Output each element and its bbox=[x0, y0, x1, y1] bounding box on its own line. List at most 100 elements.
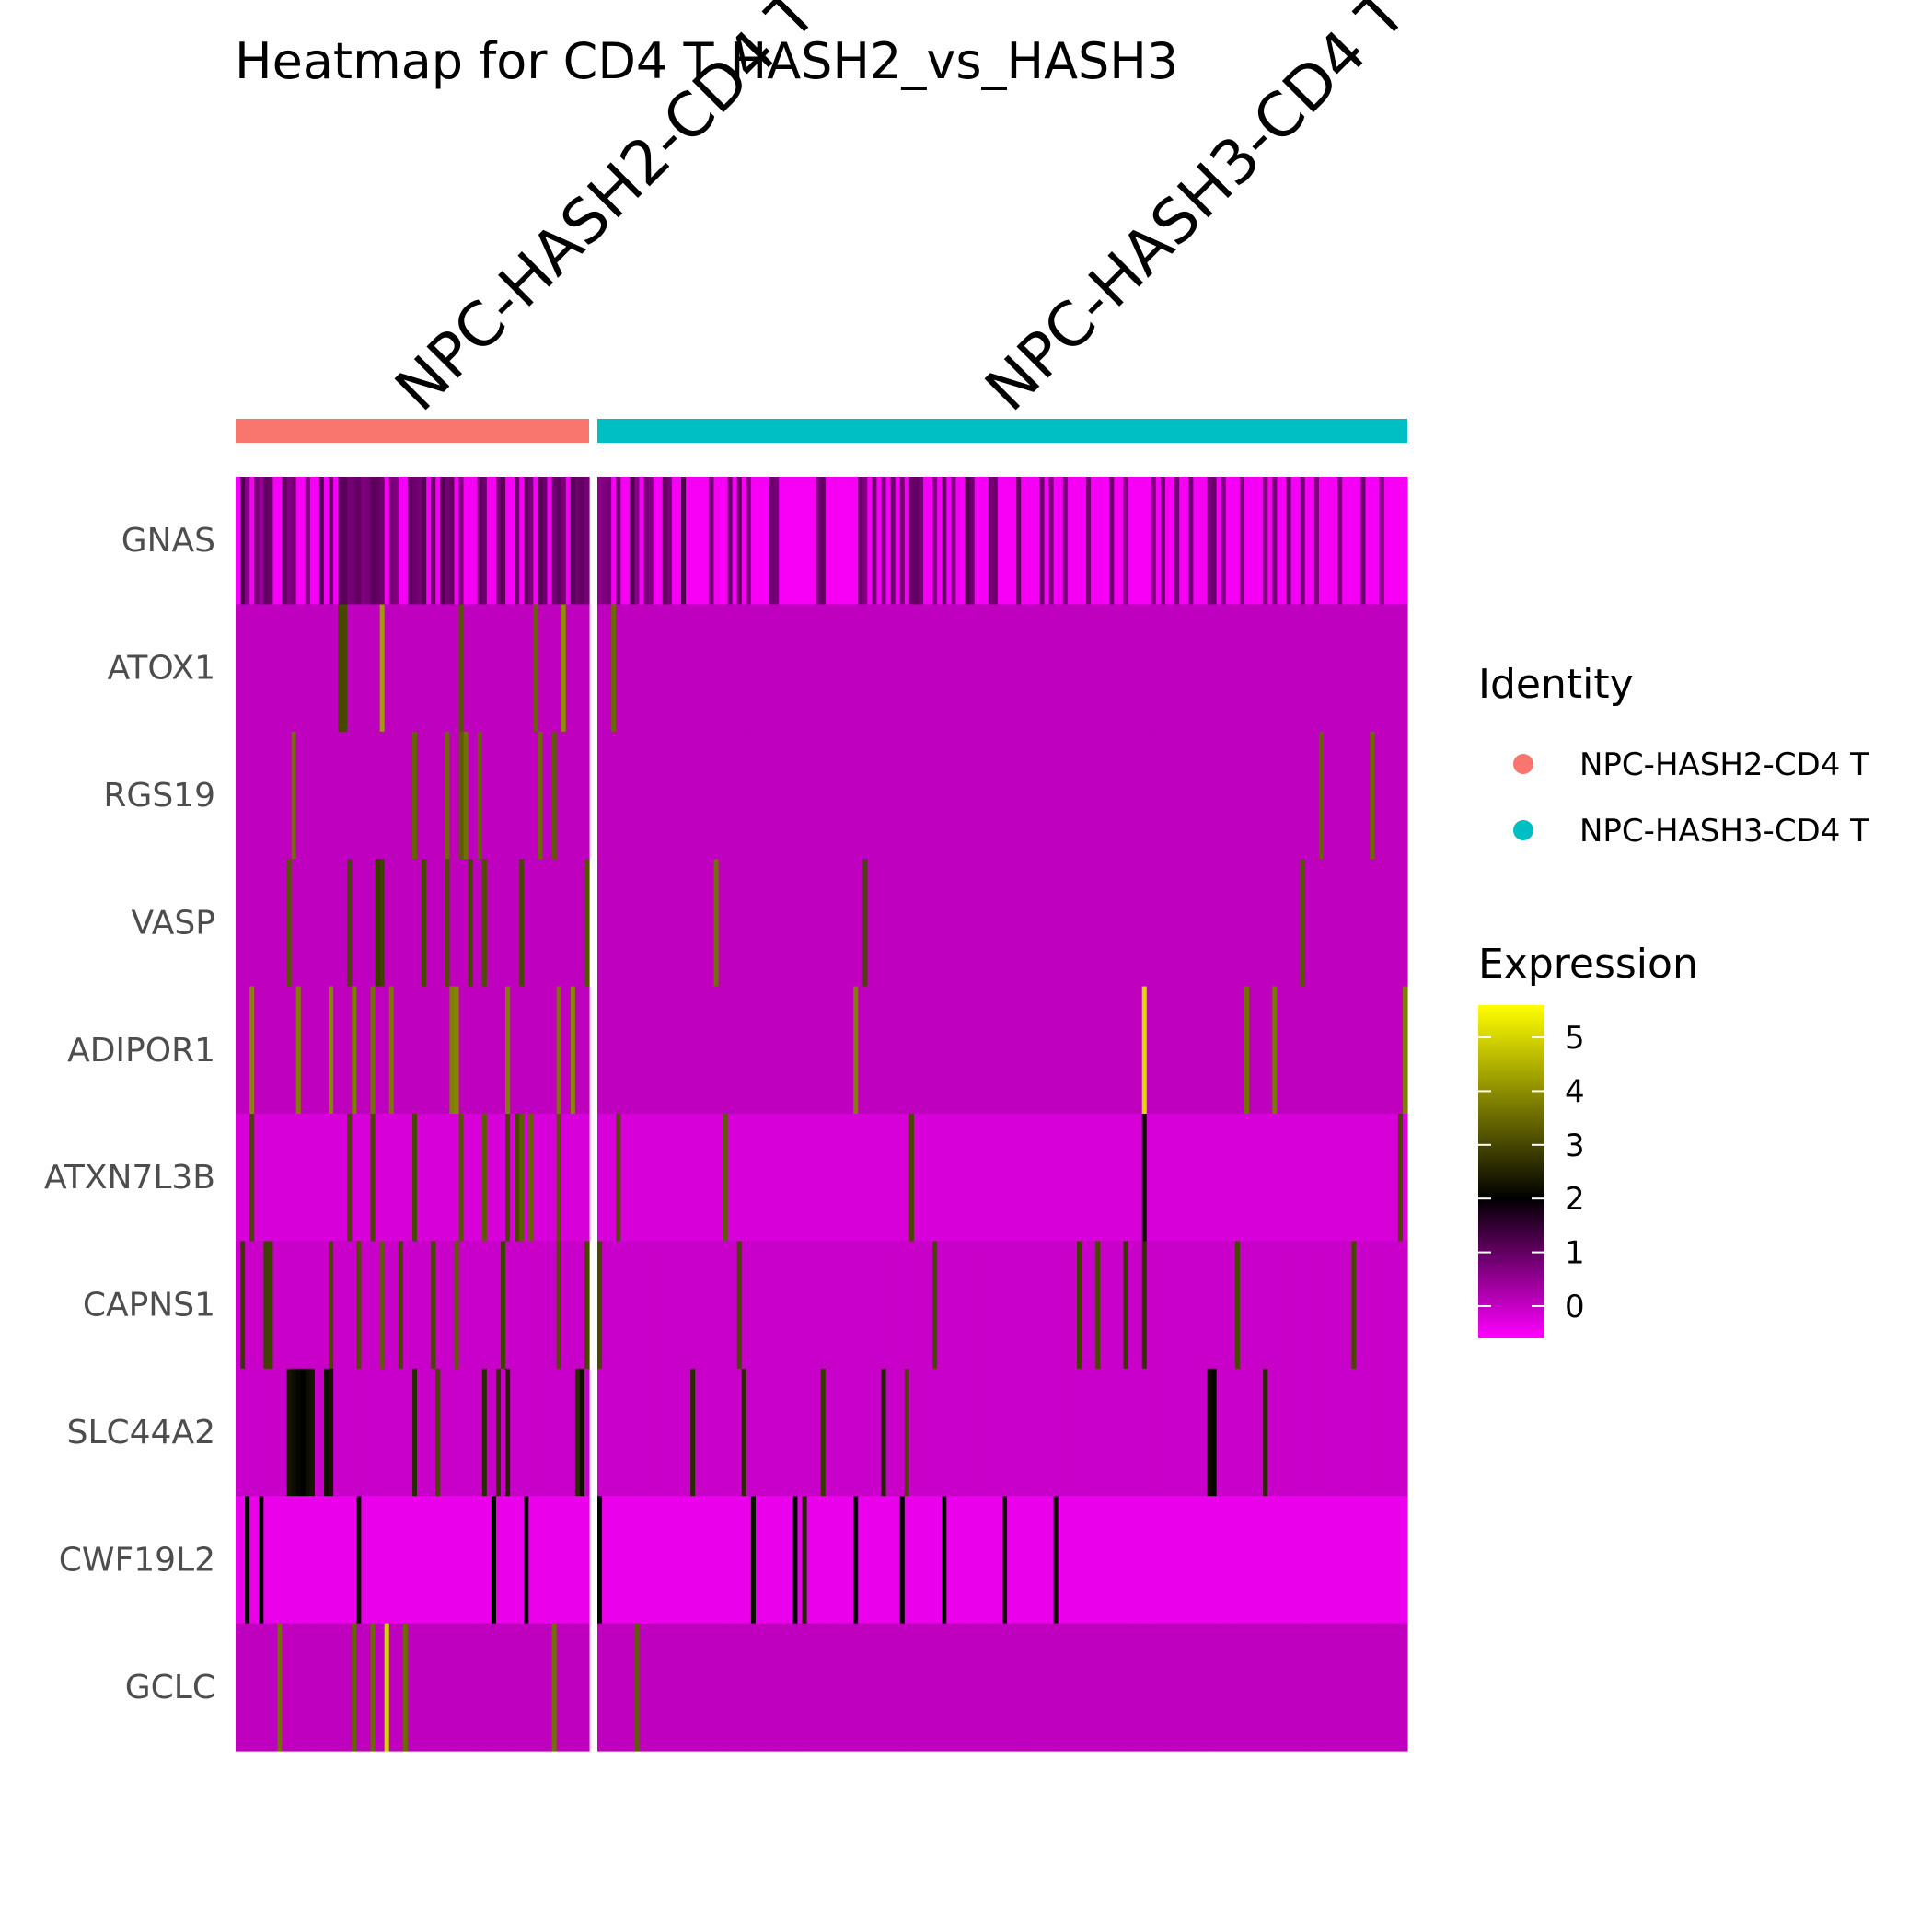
heatmap-cell bbox=[463, 477, 469, 605]
heatmap-cell bbox=[524, 1368, 529, 1497]
heatmap-cell bbox=[574, 1241, 581, 1370]
heatmap-cell bbox=[556, 477, 562, 605]
heatmap-cell bbox=[1379, 986, 1385, 1115]
heatmap-cell bbox=[426, 1496, 432, 1625]
heatmap-cell bbox=[602, 1496, 607, 1625]
heatmap-cell bbox=[402, 1623, 409, 1752]
heatmap-cell bbox=[1323, 1241, 1329, 1370]
heatmap-cell bbox=[1207, 1114, 1213, 1242]
heatmap-cell bbox=[1295, 1241, 1301, 1370]
heatmap-cell bbox=[295, 1114, 302, 1242]
heatmap-cell bbox=[1123, 477, 1129, 605]
heatmap-cell bbox=[1254, 604, 1259, 733]
heatmap-cell bbox=[820, 731, 827, 860]
heatmap-cell bbox=[370, 1623, 376, 1752]
heatmap-cell bbox=[1286, 1241, 1292, 1370]
heatmap-cell bbox=[1170, 731, 1175, 860]
heatmap-cell bbox=[1170, 1368, 1175, 1497]
heatmap-cell bbox=[1304, 604, 1311, 733]
heatmap-cell bbox=[277, 859, 283, 988]
heatmap-cell bbox=[1286, 1114, 1292, 1242]
heatmap-cell bbox=[318, 477, 325, 605]
heatmap-cell bbox=[398, 1241, 404, 1370]
heatmap-cell bbox=[1118, 1496, 1125, 1625]
heatmap-cell bbox=[1193, 1114, 1199, 1242]
heatmap-cell bbox=[458, 1496, 465, 1625]
heatmap-cell bbox=[849, 986, 854, 1115]
heatmap-cell bbox=[1146, 1241, 1152, 1370]
heatmap-cell bbox=[1165, 986, 1171, 1115]
heatmap-cell bbox=[746, 604, 752, 733]
heatmap-cell bbox=[918, 477, 924, 605]
heatmap-cell bbox=[653, 604, 659, 733]
heatmap-cell bbox=[904, 1241, 910, 1370]
heatmap-cell bbox=[268, 1114, 274, 1242]
heatmap-cell bbox=[1021, 859, 1026, 988]
heatmap-cell bbox=[388, 1241, 395, 1370]
heatmap-cell bbox=[937, 859, 943, 988]
heatmap-cell bbox=[885, 477, 892, 605]
heatmap-cell bbox=[398, 1496, 404, 1625]
heatmap-cell bbox=[1058, 477, 1064, 605]
gene-labels: GNASATOX1RGS19VASPADIPOR1ATXN7L3BCAPNS1S… bbox=[44, 522, 215, 1706]
heatmap-cell bbox=[440, 859, 445, 988]
heatmap-cell bbox=[324, 859, 330, 988]
heatmap-cell bbox=[946, 1368, 952, 1497]
heatmap-cell bbox=[263, 986, 269, 1115]
heatmap-cell bbox=[1095, 1368, 1101, 1497]
heatmap-cell bbox=[1044, 1241, 1050, 1370]
heatmap-cell bbox=[630, 477, 636, 605]
heatmap-cell bbox=[379, 986, 386, 1115]
heatmap-cell bbox=[1197, 1114, 1204, 1242]
heatmap-cell bbox=[300, 477, 307, 605]
heatmap-cell bbox=[1211, 731, 1218, 860]
heatmap-cell bbox=[741, 1114, 747, 1242]
heatmap-cell bbox=[704, 604, 710, 733]
heatmap-cell bbox=[1258, 477, 1264, 605]
heatmap-cell bbox=[872, 731, 878, 860]
heatmap-cell bbox=[1141, 986, 1148, 1115]
heatmap-cell bbox=[1365, 1114, 1371, 1242]
heatmap-cell bbox=[1076, 1496, 1082, 1625]
heatmap-cell bbox=[1146, 1114, 1152, 1242]
heatmap-cell bbox=[960, 731, 966, 860]
heatmap-cell bbox=[1091, 477, 1096, 605]
gene-label: ATXN7L3B bbox=[44, 1159, 215, 1197]
heatmap-cell bbox=[616, 1241, 621, 1370]
heatmap-cell bbox=[249, 1623, 255, 1752]
heatmap-cell bbox=[361, 1368, 367, 1497]
heatmap-cell bbox=[983, 859, 989, 988]
heatmap-cell bbox=[1216, 1114, 1222, 1242]
heatmap-cell bbox=[862, 604, 868, 733]
heatmap-cell bbox=[263, 1368, 269, 1497]
heatmap-cell bbox=[797, 1623, 804, 1752]
heatmap-cell bbox=[402, 1241, 409, 1370]
heatmap-cell bbox=[407, 859, 413, 988]
heatmap-cell bbox=[946, 1623, 952, 1752]
heatmap-cell bbox=[481, 731, 488, 860]
heatmap-cell bbox=[272, 1368, 279, 1497]
heatmap-cell bbox=[1151, 1368, 1157, 1497]
heatmap-cell bbox=[574, 859, 581, 988]
heatmap-cell bbox=[1304, 859, 1311, 988]
heatmap-cell bbox=[657, 477, 664, 605]
heatmap-cell bbox=[1109, 859, 1115, 988]
heatmap-cell bbox=[286, 859, 293, 988]
identity-legend-label: NPC-HASH2-CD4 T bbox=[1579, 746, 1869, 783]
heatmap-cell bbox=[1007, 1114, 1012, 1242]
heatmap-cell bbox=[1397, 1368, 1404, 1497]
heatmap-cell bbox=[481, 604, 488, 733]
heatmap-cell bbox=[630, 859, 636, 988]
heatmap-cell bbox=[974, 1368, 980, 1497]
heatmap-cell bbox=[435, 477, 441, 605]
heatmap-cell bbox=[643, 859, 650, 988]
heatmap-cell bbox=[816, 604, 822, 733]
heatmap-cell bbox=[769, 1496, 775, 1625]
heatmap-cell bbox=[519, 731, 525, 860]
heatmap-cell bbox=[625, 604, 631, 733]
heatmap-cell bbox=[1267, 731, 1273, 860]
heatmap-cell bbox=[844, 477, 850, 605]
heatmap-cell bbox=[291, 986, 297, 1115]
heatmap-cell bbox=[671, 859, 677, 988]
heatmap-cell bbox=[858, 986, 863, 1115]
